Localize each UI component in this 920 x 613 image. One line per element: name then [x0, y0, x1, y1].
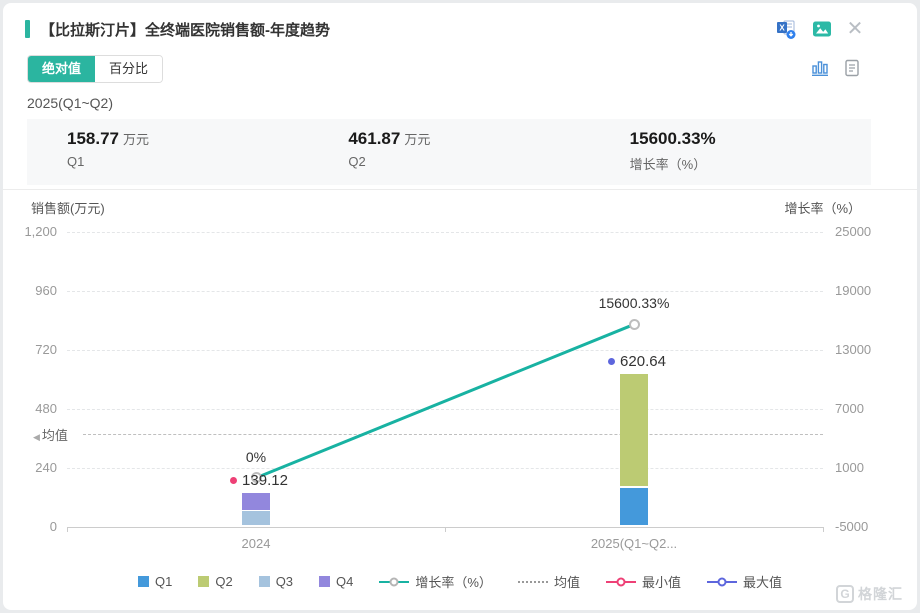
chart-legend: Q1 Q2 Q3 Q4 增长率（%） 均值 最小值 最大值: [3, 572, 917, 591]
growth-point[interactable]: [250, 472, 262, 484]
x-axis-label: 2025(Q1~Q2...: [590, 536, 678, 551]
legend-line-circle-icon: [379, 576, 410, 588]
legend-square-icon: [198, 576, 210, 587]
gridline: [67, 291, 823, 292]
legend-label: Q3: [275, 574, 294, 589]
right-axis-tick: -5000: [835, 519, 869, 534]
title-accent-bar: [25, 20, 30, 38]
total-value-text: 139.12: [242, 471, 288, 489]
legend-square-icon: [258, 576, 270, 587]
stat-q1-value: 158.77: [67, 129, 119, 148]
legend-item-Q1[interactable]: Q1: [138, 574, 172, 589]
right-axis-tick: 13000: [835, 342, 872, 357]
close-icon[interactable]: ✕: [846, 18, 864, 40]
svg-text:X: X: [779, 24, 785, 33]
chart-view-icon[interactable]: [809, 57, 831, 79]
right-axis-title: 增长率（%）: [784, 201, 861, 216]
legend-label: 增长率（%）: [415, 575, 492, 590]
legend-label: Q4: [336, 574, 354, 589]
left-axis-tick: 1,200: [24, 224, 57, 239]
legend-circle-icon: [605, 576, 636, 588]
legend-label: 最大值: [742, 575, 782, 590]
toggle-percent[interactable]: 百分比: [95, 56, 163, 82]
stat-q2-value: 461.87: [348, 129, 401, 148]
legend-item-最大值[interactable]: 最大值: [706, 572, 782, 591]
right-axis-tick: 19000: [835, 283, 872, 298]
stat-q1-unit: 万元: [123, 132, 150, 147]
left-axis-tick: 0: [49, 519, 57, 534]
image-export-icon[interactable]: [811, 18, 833, 40]
total-value-label: 620.64: [562, 353, 712, 370]
left-axis-tick: 480: [35, 401, 57, 416]
left-axis-tick: 720: [35, 342, 57, 357]
watermark-text: 格隆汇: [858, 586, 903, 602]
chart-card: 【比拉斯汀片】全终端医院销售额-年度趋势 X ✕ 绝对值 百分比: [3, 3, 917, 610]
legend-item-Q4[interactable]: Q4: [319, 574, 353, 589]
left-axis-title: 销售额(万元): [31, 201, 105, 216]
mean-label-text: 均值: [41, 427, 68, 443]
legend-item-Q3[interactable]: Q3: [258, 574, 294, 589]
right-axis-tick: 25000: [835, 224, 872, 239]
x-axis-label: 2024: [241, 536, 271, 551]
right-axis-tick: 7000: [835, 401, 864, 416]
table-view-icon[interactable]: [841, 57, 863, 79]
legend-item-增长率（%）[interactable]: 增长率（%）: [379, 572, 492, 591]
left-axis-tick: 960: [35, 283, 57, 298]
growth-value-label: 15600.33%: [598, 295, 670, 312]
mean-arrow-icon: ◀: [33, 431, 40, 442]
legend-circle-icon: [706, 576, 737, 588]
legend-label: Q1: [155, 574, 173, 589]
watermark-logo: G: [836, 585, 854, 603]
legend-dotted-line-icon: [517, 576, 548, 588]
excel-export-icon[interactable]: X: [775, 18, 797, 40]
min-value-marker: [230, 476, 238, 484]
chart-annotations: 0% 15600.33% 139.12 620.64: [3, 3, 917, 610]
x-axis-tick: [823, 527, 824, 532]
watermark: G 格隆汇: [836, 584, 903, 604]
toggle-absolute[interactable]: 绝对值: [28, 56, 96, 82]
period-label: 2025(Q1~Q2): [27, 95, 113, 111]
section-divider: [3, 189, 917, 190]
legend-label: Q2: [215, 574, 233, 589]
value-mode-toggle: 绝对值 百分比: [27, 55, 164, 83]
legend-square-icon: [319, 576, 331, 587]
x-axis-tick: [445, 527, 446, 532]
legend-square-icon: [138, 576, 149, 587]
stat-q2: 461.87 万元 Q2: [308, 119, 589, 185]
stats-panel: 158.77 万元 Q1 461.87 万元 Q2 15600.33% 增长率（%）: [27, 119, 871, 185]
total-value-text: 620.64: [620, 353, 666, 371]
stat-growth-value: 15600.33%: [629, 129, 716, 148]
bar-segment-q1[interactable]: [620, 487, 648, 526]
legend-label: 最小值: [641, 575, 681, 590]
x-axis-tick: [67, 527, 68, 532]
growth-value-label: 0%: [245, 448, 267, 465]
max-value-marker: [608, 358, 616, 366]
stat-growth: 15600.33% 增长率（%）: [590, 119, 871, 185]
mean-line-label: ◀ 均值: [33, 425, 68, 444]
right-axis-tick: 1000: [835, 460, 864, 475]
stat-q2-unit: 万元: [404, 132, 431, 147]
stat-q2-label: Q2: [348, 154, 366, 169]
page-title: 【比拉斯汀片】全终端医院销售额-年度趋势: [40, 22, 330, 39]
legend-item-均值[interactable]: 均值: [517, 572, 580, 591]
stat-growth-label: 增长率（%）: [629, 157, 707, 172]
growth-point[interactable]: [628, 318, 640, 330]
bar-segment-q4[interactable]: [242, 492, 270, 510]
gridline: [67, 232, 823, 233]
bar-segment-q3[interactable]: [242, 511, 270, 526]
stat-q1-label: Q1: [67, 154, 85, 169]
legend-item-Q2[interactable]: Q2: [198, 574, 233, 589]
legend-item-最小值[interactable]: 最小值: [605, 572, 681, 591]
left-axis-tick: 240: [35, 460, 57, 475]
stat-q1: 158.77 万元 Q1: [27, 119, 308, 185]
legend-label: 均值: [553, 575, 580, 590]
total-value-label: 139.12: [184, 472, 334, 489]
